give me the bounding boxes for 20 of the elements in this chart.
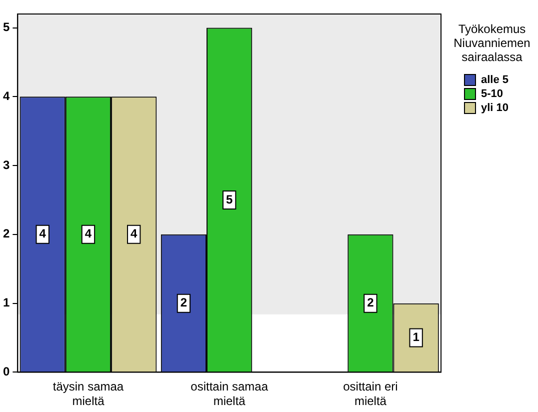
data-label: 4	[39, 226, 46, 241]
x-tick-label: osittain eri mieltä	[343, 380, 398, 408]
y-tick-label: 1	[2, 296, 10, 310]
data-label: 4	[84, 226, 92, 241]
y-tick-label: 5	[2, 20, 10, 34]
legend-title: Työkokemus Niuvanniemen sairaalassa	[452, 22, 532, 64]
x-tick-label: täysin samaa mieltä	[52, 380, 124, 408]
y-tick-label: 0	[2, 364, 10, 379]
y-tick-label: 2	[2, 226, 10, 241]
data-label: 2	[367, 296, 374, 310]
legend-label: alle 5	[481, 74, 509, 86]
legend-label: 5-10	[481, 88, 504, 100]
y-tick-label: 4	[2, 88, 10, 103]
data-label: 2	[180, 296, 188, 310]
x-tick-label: osittain samaa mieltä	[190, 380, 268, 408]
data-label: 1	[412, 330, 420, 344]
data-label: 4	[130, 226, 138, 241]
y-tick-label: 3	[2, 158, 10, 172]
legend-label: yli 10	[481, 102, 509, 114]
data-label: 5	[226, 192, 233, 206]
